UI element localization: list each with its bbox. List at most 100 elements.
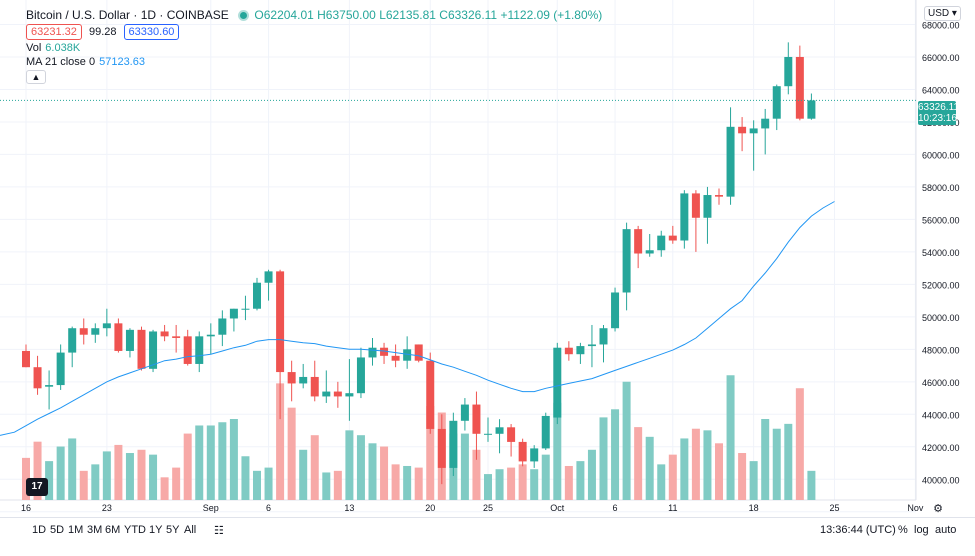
volume-bar <box>634 427 643 500</box>
candle-body <box>680 193 689 241</box>
high-value: H63750.00 <box>317 8 376 22</box>
candle-body <box>576 346 585 355</box>
time-tick-label: Nov <box>907 503 924 513</box>
collapse-legend-chevron-up-icon[interactable]: ▲ <box>26 70 46 84</box>
sell-price-button[interactable]: 63231.32 <box>26 24 82 40</box>
market-status-icon <box>240 12 248 20</box>
volume-bar <box>229 419 238 500</box>
price-tick-label: 44000.00 <box>922 410 960 420</box>
timeframe-1y[interactable]: 1Y <box>149 524 163 536</box>
volume-bar <box>195 425 204 500</box>
timeframe-ytd[interactable]: YTD <box>124 524 146 536</box>
date-range-calendar-icon[interactable]: ☷ <box>214 525 224 537</box>
last-price-label: 63326.11 10:23:16 <box>918 101 959 125</box>
log-scale-toggle[interactable]: log <box>914 524 929 536</box>
settings-gear-icon[interactable]: ⚙ <box>933 503 943 515</box>
volume-bar <box>495 469 504 500</box>
candle-body <box>229 308 238 319</box>
candle-body <box>149 331 158 369</box>
volume-bar <box>530 469 539 500</box>
volume-bar <box>322 472 331 500</box>
candle-body <box>114 323 123 351</box>
volume-indicator-legend[interactable]: Vol 6.038K <box>26 42 80 54</box>
volume-bar <box>310 435 319 500</box>
candle-body <box>91 328 100 335</box>
candle-body <box>160 331 169 337</box>
candle-body <box>622 229 631 293</box>
candle-body <box>564 347 573 355</box>
candle-body <box>437 428 446 468</box>
timeframe-all[interactable]: All <box>184 524 197 536</box>
candle-body <box>726 126 735 197</box>
volume-bar <box>795 388 804 500</box>
spread-value: 99.28 <box>88 26 117 38</box>
candle-body <box>195 336 204 364</box>
candle-body <box>22 350 30 368</box>
time-tick-label: 11 <box>668 503 677 513</box>
time-tick-label: Sep <box>203 503 219 513</box>
volume-bar <box>749 461 758 500</box>
auto-scale-toggle[interactable]: auto <box>935 524 957 536</box>
volume-bar <box>368 443 377 500</box>
volume-bar <box>241 456 250 500</box>
candle-body <box>287 372 296 384</box>
timeframe-5d[interactable]: 5D <box>50 524 65 536</box>
candle-body <box>391 355 400 361</box>
symbol-title[interactable]: Bitcoin / U.S. Dollar · 1D · COINBASE <box>26 8 229 22</box>
ma-value: 57123.63 <box>99 56 145 68</box>
candle-body <box>253 282 261 309</box>
candle-body <box>645 250 654 254</box>
candle-body <box>507 427 516 442</box>
candle-body <box>599 328 608 345</box>
percent-scale-toggle[interactable]: % <box>898 524 908 536</box>
volume-bar <box>691 428 700 500</box>
timeframe-1m[interactable]: 1M <box>68 524 84 536</box>
volume-bar <box>426 406 435 500</box>
candle-body <box>403 349 412 361</box>
volume-bar <box>587 449 596 500</box>
candle-body <box>772 86 781 119</box>
volume-bar <box>611 409 620 500</box>
candle-body <box>749 128 758 134</box>
close-value: C63326.11 <box>439 8 498 22</box>
price-tick-label: 42000.00 <box>922 443 960 453</box>
price-tick-label: 46000.00 <box>922 378 960 388</box>
ma-indicator-legend[interactable]: MA 21 close 0 57123.63 <box>26 56 145 68</box>
tradingview-logo-icon[interactable]: 17 <box>26 478 48 496</box>
timeframe-6m[interactable]: 6M <box>105 524 121 536</box>
candle-body <box>125 329 134 351</box>
ma-label: MA 21 close 0 <box>26 56 96 68</box>
volume-bar <box>807 470 816 500</box>
candle-body <box>553 347 562 418</box>
candle-body <box>264 271 273 283</box>
last-price-value: 63326.11 <box>918 102 959 113</box>
volume-bar <box>414 467 423 500</box>
timeframe-5y[interactable]: 5Y <box>166 524 180 536</box>
volume-bar <box>160 477 169 500</box>
buy-price-button[interactable]: 63330.60 <box>123 24 180 40</box>
volume-bar <box>784 423 793 500</box>
volume-bar <box>114 444 123 500</box>
volume-bar <box>102 451 111 500</box>
candle-body <box>634 229 643 254</box>
time-axis[interactable]: 16 23 Sep 6 13 20 25 Oct 6 11 18 25 Nov ⚙ <box>21 503 943 515</box>
candle-body <box>380 347 389 356</box>
volume-bar <box>345 430 354 500</box>
candle-body <box>761 118 770 129</box>
time-tick-label: 13 <box>344 503 354 513</box>
volume-bar <box>726 375 735 500</box>
price-axis[interactable]: 40000.00 42000.00 44000.00 46000.00 48000.00… <box>922 20 960 485</box>
vol-value: 6.038K <box>45 42 81 54</box>
clock-readout[interactable]: 13:36:44 (UTC) <box>820 524 896 536</box>
timeframe-1d[interactable]: 1D <box>32 524 47 536</box>
candle-body <box>668 235 677 241</box>
timeframe-3m[interactable]: 3M <box>87 524 103 536</box>
currency-selector[interactable]: USD ▾ <box>924 6 961 21</box>
volume-bar <box>91 464 100 500</box>
volume-bar <box>541 454 550 500</box>
volume-bar <box>622 381 631 500</box>
candle-body <box>449 420 458 468</box>
candle-body <box>322 391 331 397</box>
volume-bar <box>484 474 492 500</box>
